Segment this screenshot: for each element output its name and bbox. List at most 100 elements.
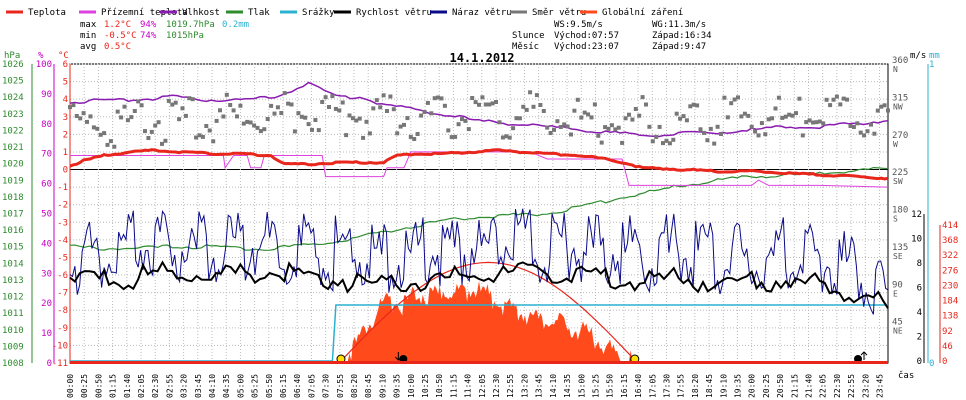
- axis-header-ms: m/s: [910, 51, 926, 61]
- tick-wind-dir: 90: [892, 280, 903, 290]
- tick-temperature: 1: [63, 148, 68, 158]
- x-tick-label: 17:55: [677, 374, 686, 398]
- tick-humidity: 60: [41, 180, 52, 190]
- series-wind-direction-point: [374, 98, 379, 103]
- tick-wind-dir: 180: [892, 206, 908, 216]
- x-tick-label: 04:35: [222, 374, 231, 398]
- x-tick-label: 00:25: [80, 374, 89, 398]
- series-wind-direction-point: [323, 95, 328, 100]
- x-tick-label: 23:20: [861, 374, 870, 398]
- series-wind-direction-point: [439, 96, 444, 101]
- stat-max-temp: 1.2°C: [104, 20, 131, 30]
- series-wind-direction-point: [200, 134, 205, 139]
- series-wind-direction-point: [845, 97, 850, 102]
- tick-radiation: 92: [942, 327, 953, 337]
- x-tick-label: 08:45: [364, 374, 373, 398]
- series-wind-direction-point: [442, 103, 447, 108]
- series-wind-direction-point: [460, 117, 464, 122]
- series-wind-direction-point: [71, 103, 76, 108]
- tick-wind-dir-compass: SE: [893, 252, 903, 261]
- series-wind-direction-point: [797, 96, 802, 101]
- series-wind-direction-point: [817, 119, 822, 124]
- tick-humidity: 90: [41, 90, 52, 100]
- series-wind-direction-point: [453, 134, 458, 139]
- series-wind-direction-point: [609, 123, 614, 128]
- series-wind-direction-point: [596, 133, 601, 138]
- series-wind-direction-point: [248, 120, 253, 125]
- series-wind-direction-point: [736, 95, 740, 100]
- series-wind-direction-point: [875, 108, 880, 113]
- series-wind-direction-point: [98, 132, 103, 137]
- x-tick-label: 09:10: [378, 374, 387, 398]
- series-pressure: [69, 166, 889, 251]
- series-wind-direction-point: [412, 137, 417, 141]
- series-wind-direction-point: [91, 125, 96, 130]
- series-wind-direction-point: [705, 138, 710, 143]
- series-wind-direction-point: [865, 129, 870, 134]
- series-wind-direction-point: [402, 122, 406, 127]
- series-wind-direction-point: [746, 113, 751, 118]
- series-wind-direction-point: [552, 127, 556, 132]
- tick-pressure: 1022: [2, 126, 24, 136]
- stat-avg-temp: 0.5°C: [104, 42, 131, 52]
- legend-label-2: Vlhkost: [182, 8, 220, 18]
- series-wind-direction-point: [773, 106, 778, 111]
- series-wind-direction-point: [385, 109, 389, 113]
- tick-temperature: -5: [57, 253, 68, 263]
- series-wind-direction-point: [517, 116, 522, 121]
- series-wind-direction-point: [132, 109, 137, 113]
- series-wind-direction-point: [606, 126, 611, 131]
- series-wind-direction-point: [828, 103, 833, 108]
- x-tick-label: 12:55: [506, 374, 515, 398]
- series-wind-direction-point: [429, 111, 434, 116]
- tick-rain: 0: [929, 359, 934, 369]
- tick-wind-dir: 315: [892, 93, 908, 103]
- series-wind-direction-point: [674, 111, 679, 116]
- series-wind-direction-point: [862, 133, 867, 138]
- legend-label-7: Směr větru: [532, 8, 586, 18]
- series-wind-direction-point: [534, 93, 539, 98]
- x-tick-label: 13:20: [520, 374, 529, 398]
- x-tick-label: 08:20: [350, 374, 359, 398]
- axis-header-time: čas: [898, 370, 914, 381]
- tick-wind-dir: 225: [892, 168, 908, 178]
- series-wind-direction-point: [344, 133, 349, 138]
- series-wind-direction-point: [684, 118, 689, 123]
- tick-radiation: 46: [942, 342, 953, 352]
- x-tick-label: 22:55: [847, 374, 856, 398]
- series-wind-direction-point: [316, 128, 321, 133]
- series-wind-direction-point: [783, 114, 788, 119]
- series-wind-direction-point: [494, 100, 498, 104]
- stat-min-label: min: [80, 31, 96, 41]
- series-wind-direction-point: [582, 110, 587, 115]
- x-tick-label: 01:40: [123, 374, 132, 398]
- series-wind-direction-point: [388, 94, 393, 99]
- series-wind-direction-point: [68, 105, 72, 110]
- series-wind-direction-point: [555, 119, 560, 124]
- series-wind-direction-point: [770, 116, 775, 121]
- series-wind-direction-point: [824, 97, 829, 102]
- astro-panel: WS:9.5m/s WG:11.3m/s Slunce Východ:07:57…: [512, 20, 712, 52]
- tick-radiation: 0: [942, 357, 947, 367]
- x-tick-label: 20:00: [748, 374, 757, 398]
- tick-temperature: 5: [63, 78, 68, 88]
- x-tick-label: 11:40: [464, 374, 473, 398]
- tick-humidity: 30: [41, 269, 52, 279]
- series-wind-direction-point: [85, 119, 89, 124]
- series-wind-direction-point: [221, 114, 226, 119]
- series-wind-direction-point: [252, 123, 257, 128]
- tick-pressure: 1010: [2, 326, 24, 336]
- series-wind-direction-point: [364, 119, 369, 124]
- series-wind-direction-point: [108, 139, 113, 144]
- x-tick-label: 07:05: [307, 374, 316, 398]
- series-wind-direction-point: [279, 111, 284, 115]
- series-wind-direction-point: [292, 129, 297, 134]
- legend-label-3: Tlak: [248, 8, 270, 18]
- series-wind-direction-point: [623, 116, 628, 121]
- x-tick-label: 15:50: [606, 374, 615, 398]
- tick-pressure: 1017: [2, 210, 24, 220]
- axis-headers: hPa % °C m/s mm čas: [4, 51, 940, 381]
- series-wind-direction-point: [490, 101, 495, 106]
- series-wind-direction-point: [834, 94, 839, 99]
- series-wind-direction-point: [183, 113, 188, 118]
